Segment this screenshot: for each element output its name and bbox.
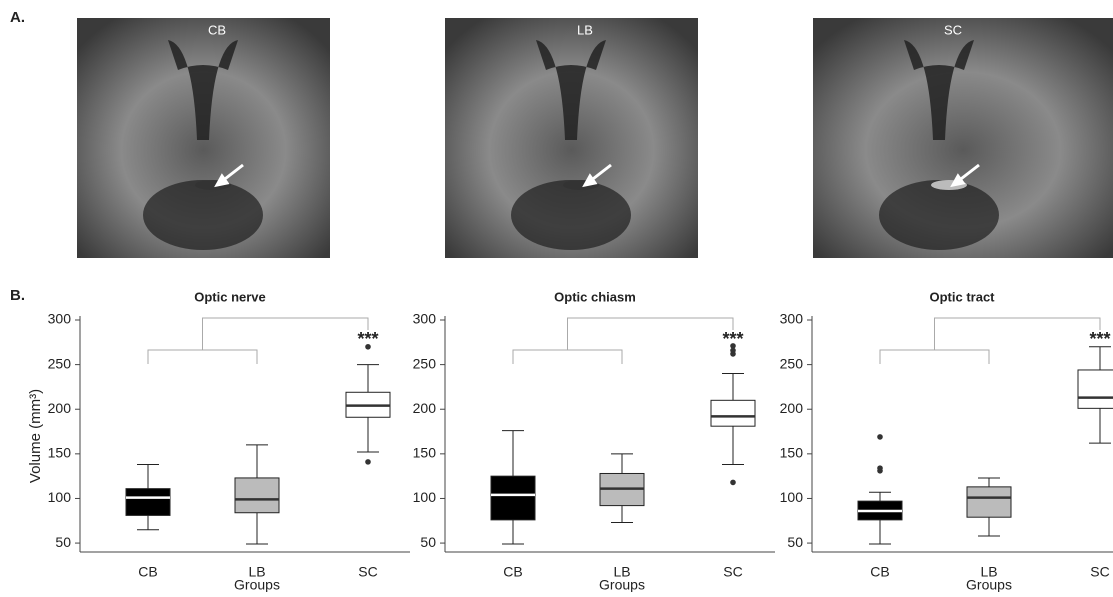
bracket	[568, 318, 734, 350]
bracket	[148, 350, 257, 364]
figure: A. B. CB LB SC Optic nerve 50 100 150 200 250 300…	[0, 0, 1113, 592]
box	[491, 476, 535, 520]
outlier	[877, 434, 883, 440]
y-tick-label: 300	[413, 311, 437, 327]
x-tick-label: CB	[870, 564, 889, 580]
y-tick-label: 50	[787, 534, 803, 550]
panel-label: A.	[10, 9, 25, 26]
y-tick-label: 250	[48, 355, 72, 371]
box	[235, 478, 279, 513]
image-label: CB	[208, 22, 226, 37]
dark-region	[511, 180, 631, 250]
significance: ***	[1089, 329, 1110, 349]
x-tick-label: LB	[248, 564, 265, 580]
y-tick-label: 200	[780, 400, 804, 416]
box	[126, 489, 170, 516]
y-tick-label: 250	[780, 355, 804, 371]
y-tick-label: 50	[420, 534, 436, 550]
chart-title: Optic nerve	[194, 289, 266, 304]
y-axis-label: Volume (mm³)	[27, 389, 44, 483]
box	[1078, 370, 1113, 408]
bracket	[203, 318, 369, 350]
dark-region	[879, 180, 999, 250]
x-tick-label: SC	[723, 564, 742, 580]
outlier	[365, 459, 371, 465]
y-tick-label: 250	[413, 355, 437, 371]
outlier	[730, 343, 736, 349]
chart-title: Optic tract	[929, 289, 995, 304]
outlier	[730, 480, 736, 486]
chart-title: Optic chiasm	[554, 289, 636, 304]
y-tick-label: 50	[55, 534, 71, 550]
y-tick-label: 150	[780, 445, 804, 461]
box	[711, 400, 755, 426]
y-tick-label: 100	[780, 489, 804, 505]
x-tick-label: SC	[358, 564, 377, 580]
y-tick-label: 100	[413, 489, 437, 505]
y-tick-label: 100	[48, 489, 72, 505]
y-tick-label: 200	[48, 400, 72, 416]
x-tick-label: LB	[613, 564, 630, 580]
y-tick-label: 150	[48, 445, 72, 461]
image-label: SC	[944, 22, 962, 37]
x-tick-label: CB	[503, 564, 522, 580]
bracket	[880, 350, 989, 364]
panel-label: B.	[10, 287, 25, 304]
image-label: LB	[577, 22, 593, 37]
x-tick-label: LB	[980, 564, 997, 580]
y-tick-label: 300	[48, 311, 72, 327]
dark-region	[143, 180, 263, 250]
box	[967, 487, 1011, 517]
page: A. B. CB LB SC Optic nerve 50 100 150 200 250 300…	[0, 0, 1113, 592]
bracket	[513, 350, 622, 364]
bracket	[935, 318, 1101, 350]
x-tick-label: SC	[1090, 564, 1109, 580]
y-tick-label: 150	[413, 445, 437, 461]
x-tick-label: CB	[138, 564, 157, 580]
y-tick-label: 200	[413, 400, 437, 416]
outlier	[365, 344, 371, 350]
outlier	[877, 465, 883, 471]
y-tick-label: 300	[780, 311, 804, 327]
